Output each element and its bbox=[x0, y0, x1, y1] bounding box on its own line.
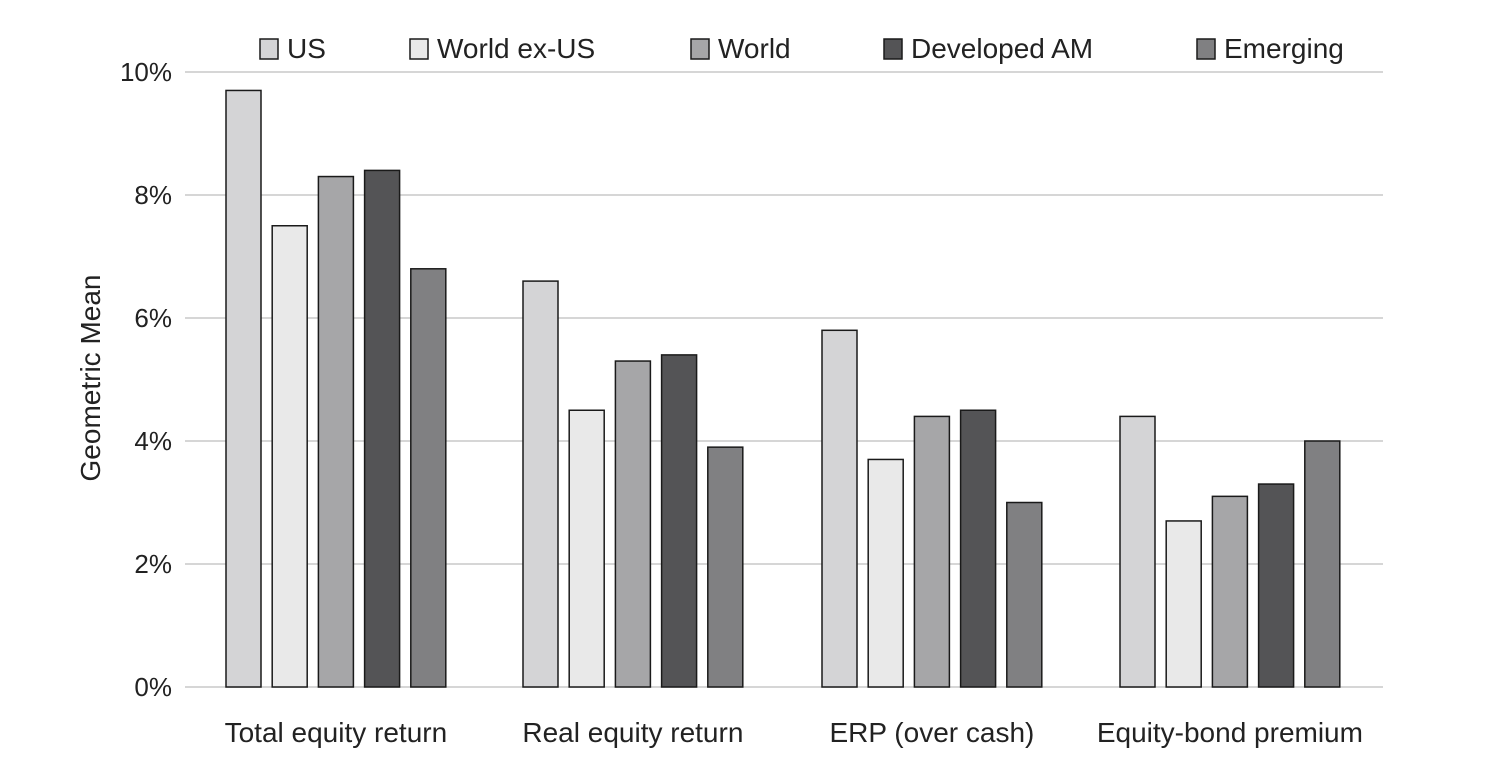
bar-emerging-4 bbox=[1304, 440, 1341, 688]
y-axis-ticks: 0% 2% 4% 6% 8% 10% bbox=[120, 57, 172, 702]
legend-label: Developed AM bbox=[911, 33, 1093, 64]
bar-world-ex-us-1 bbox=[271, 225, 308, 688]
bar-world-2 bbox=[614, 360, 652, 688]
x-category-label: Total equity return bbox=[225, 717, 448, 748]
y-tick-label: 0% bbox=[134, 672, 172, 702]
legend-swatch bbox=[409, 38, 429, 60]
legend-swatch bbox=[883, 38, 903, 60]
bar-us-1 bbox=[225, 89, 262, 688]
bar-world-ex-us-4 bbox=[1165, 520, 1202, 688]
legend-label: World ex-US bbox=[437, 33, 595, 64]
bars bbox=[225, 89, 1341, 688]
x-axis-categories: Total equity return Real equity return ERP… bbox=[225, 717, 1363, 748]
bar-emerging-3 bbox=[1006, 501, 1043, 688]
bar-developed-am-4 bbox=[1257, 483, 1295, 688]
bar-world-3 bbox=[913, 415, 951, 688]
y-axis-title: Geometric Mean bbox=[75, 275, 106, 482]
bar-world-ex-us-2 bbox=[568, 409, 605, 688]
y-tick-label: 10% bbox=[120, 57, 172, 87]
bar-us-3 bbox=[821, 329, 858, 688]
bar-us-2 bbox=[522, 280, 559, 688]
x-category-label: Equity-bond premium bbox=[1097, 717, 1363, 748]
legend-label: US bbox=[287, 33, 326, 64]
y-tick-label: 2% bbox=[134, 549, 172, 579]
bar-world-4 bbox=[1211, 495, 1249, 688]
bar-emerging-2 bbox=[707, 446, 744, 688]
bar-us-4 bbox=[1119, 415, 1156, 688]
bar-developed-am-1 bbox=[363, 169, 401, 688]
y-tick-label: 8% bbox=[134, 180, 172, 210]
bar-developed-am-3 bbox=[959, 409, 997, 688]
legend-swatch bbox=[690, 38, 710, 60]
legend-swatch bbox=[1196, 38, 1216, 60]
legend: US World ex-US World Developed AM Emerging bbox=[259, 33, 1344, 64]
bar-world-1 bbox=[317, 175, 355, 688]
bar-developed-am-2 bbox=[660, 354, 698, 688]
x-category-label: ERP (over cash) bbox=[829, 717, 1034, 748]
bar-emerging-1 bbox=[410, 268, 447, 688]
legend-label: Emerging bbox=[1224, 33, 1344, 64]
legend-label: World bbox=[718, 33, 791, 64]
y-tick-label: 6% bbox=[134, 303, 172, 333]
y-tick-label: 4% bbox=[134, 426, 172, 456]
bar-world-ex-us-3 bbox=[867, 458, 904, 688]
x-category-label: Real equity return bbox=[522, 717, 743, 748]
legend-swatch bbox=[259, 38, 279, 60]
